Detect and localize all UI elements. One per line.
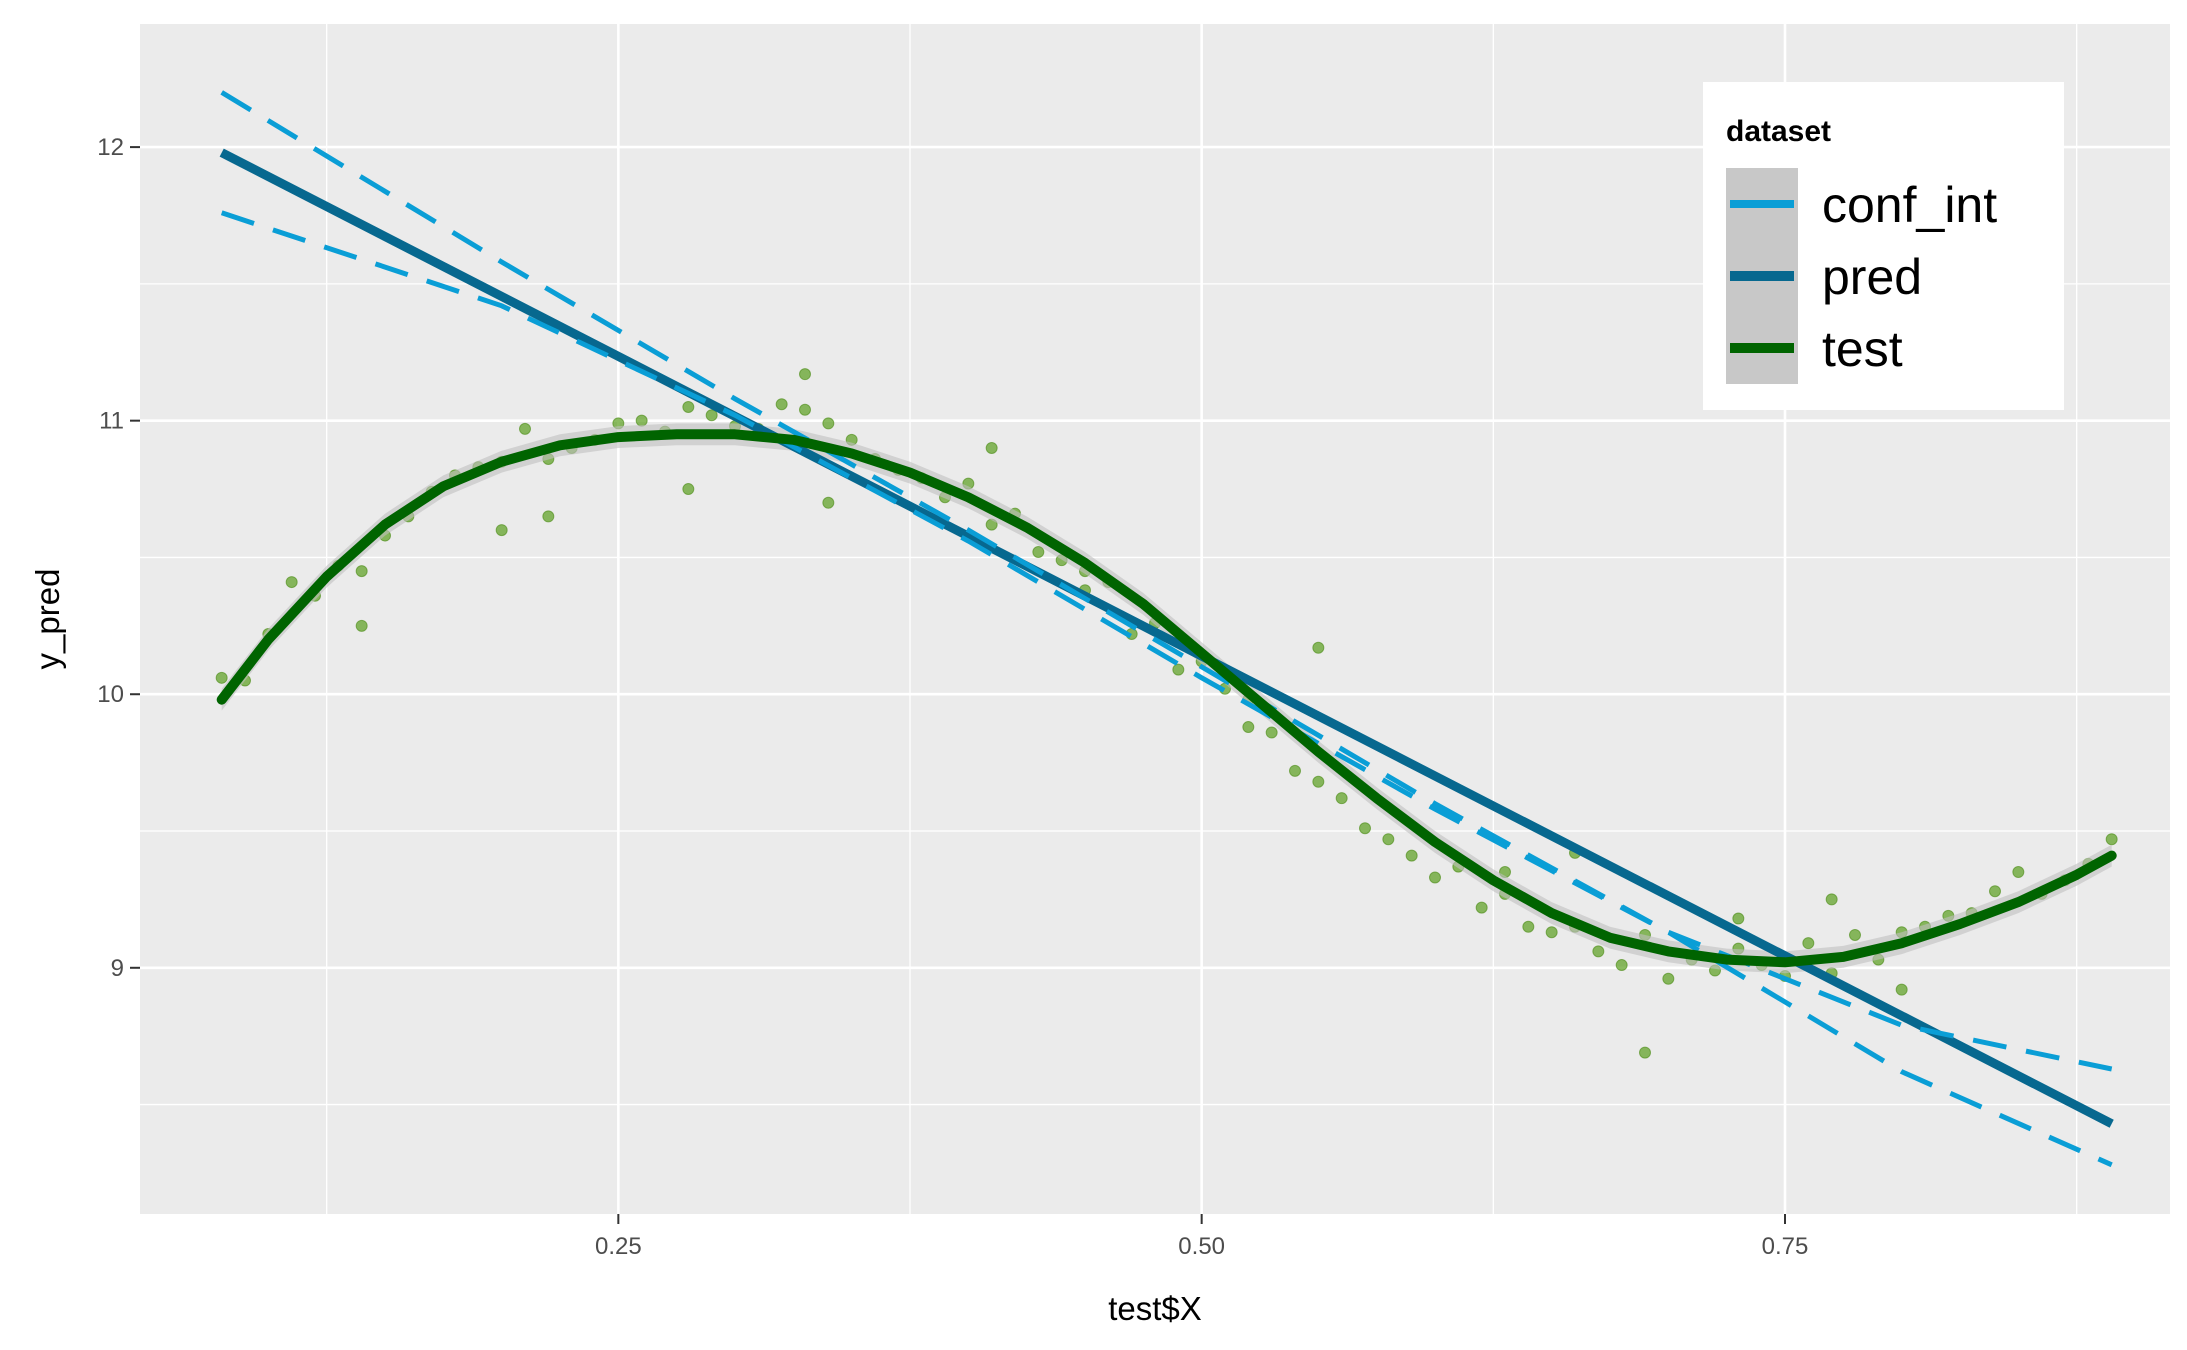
data-point [635, 414, 648, 427]
y-tick-label: 12 [97, 134, 124, 161]
data-point [682, 400, 695, 413]
y-tick-label: 9 [111, 955, 124, 982]
data-point [2105, 833, 2118, 846]
y-tick-label: 10 [97, 681, 124, 708]
data-point [1172, 663, 1185, 676]
data-point [775, 398, 788, 411]
data-point [1639, 1046, 1651, 1059]
data-point [1802, 937, 1815, 950]
data-point [519, 422, 531, 435]
data-point [682, 483, 695, 496]
y-axis-title: y_pred [29, 569, 66, 670]
series-line-test [216, 429, 2117, 968]
data-point [1662, 972, 1675, 985]
data-point [822, 417, 835, 430]
data-point [1615, 959, 1628, 972]
series-lines [216, 90, 2117, 1168]
x-tick-label: 0.50 [1178, 1233, 1225, 1260]
data-point [1265, 726, 1278, 739]
data-point [1825, 893, 1838, 906]
data-point [1545, 926, 1558, 939]
data-point [985, 442, 998, 455]
data-point [355, 619, 368, 632]
data-point [1849, 928, 1861, 941]
data-point [1312, 775, 1325, 788]
data-point [215, 671, 228, 684]
y-tick-label: 11 [99, 408, 124, 435]
data-point [2012, 866, 2025, 879]
series-line-conf-int [220, 90, 2113, 1168]
data-point [799, 368, 811, 381]
x-tick-label: 0.75 [1762, 1233, 1809, 1260]
data-point [542, 510, 555, 523]
legend-title: dataset [1726, 115, 1831, 148]
data-point [1359, 822, 1371, 835]
legend-label: pred [1822, 249, 1922, 305]
data-point [1242, 721, 1255, 734]
data-point [1032, 545, 1045, 558]
data-point [1475, 901, 1488, 914]
data-point [285, 576, 298, 589]
data-point [355, 565, 368, 578]
data-point [1732, 912, 1745, 925]
legend-label: conf_int [1822, 177, 1997, 233]
data-point [1592, 945, 1605, 958]
data-point [1429, 871, 1441, 884]
legend-label: test [1822, 321, 1903, 377]
series-line-conf-int [220, 210, 2113, 1072]
data-point [799, 403, 811, 416]
data-point [705, 409, 718, 422]
plot-marks [215, 90, 2118, 1168]
data-point [1289, 764, 1301, 777]
axis-ticks [130, 146, 1786, 1224]
data-point [1522, 920, 1535, 933]
data-point [495, 524, 508, 537]
x-tick-label: 0.25 [595, 1233, 642, 1260]
data-point [1989, 885, 2001, 898]
data-point [1405, 849, 1418, 862]
tick-labels: 0.25 0.50 0.75 9 10 11 12 [97, 134, 1808, 1260]
data-point [1335, 792, 1348, 805]
data-point [1895, 983, 1908, 996]
data-point [822, 496, 835, 509]
x-axis-title: test$X [1108, 1290, 1202, 1327]
data-point [1312, 641, 1325, 654]
data-point [1382, 833, 1395, 846]
